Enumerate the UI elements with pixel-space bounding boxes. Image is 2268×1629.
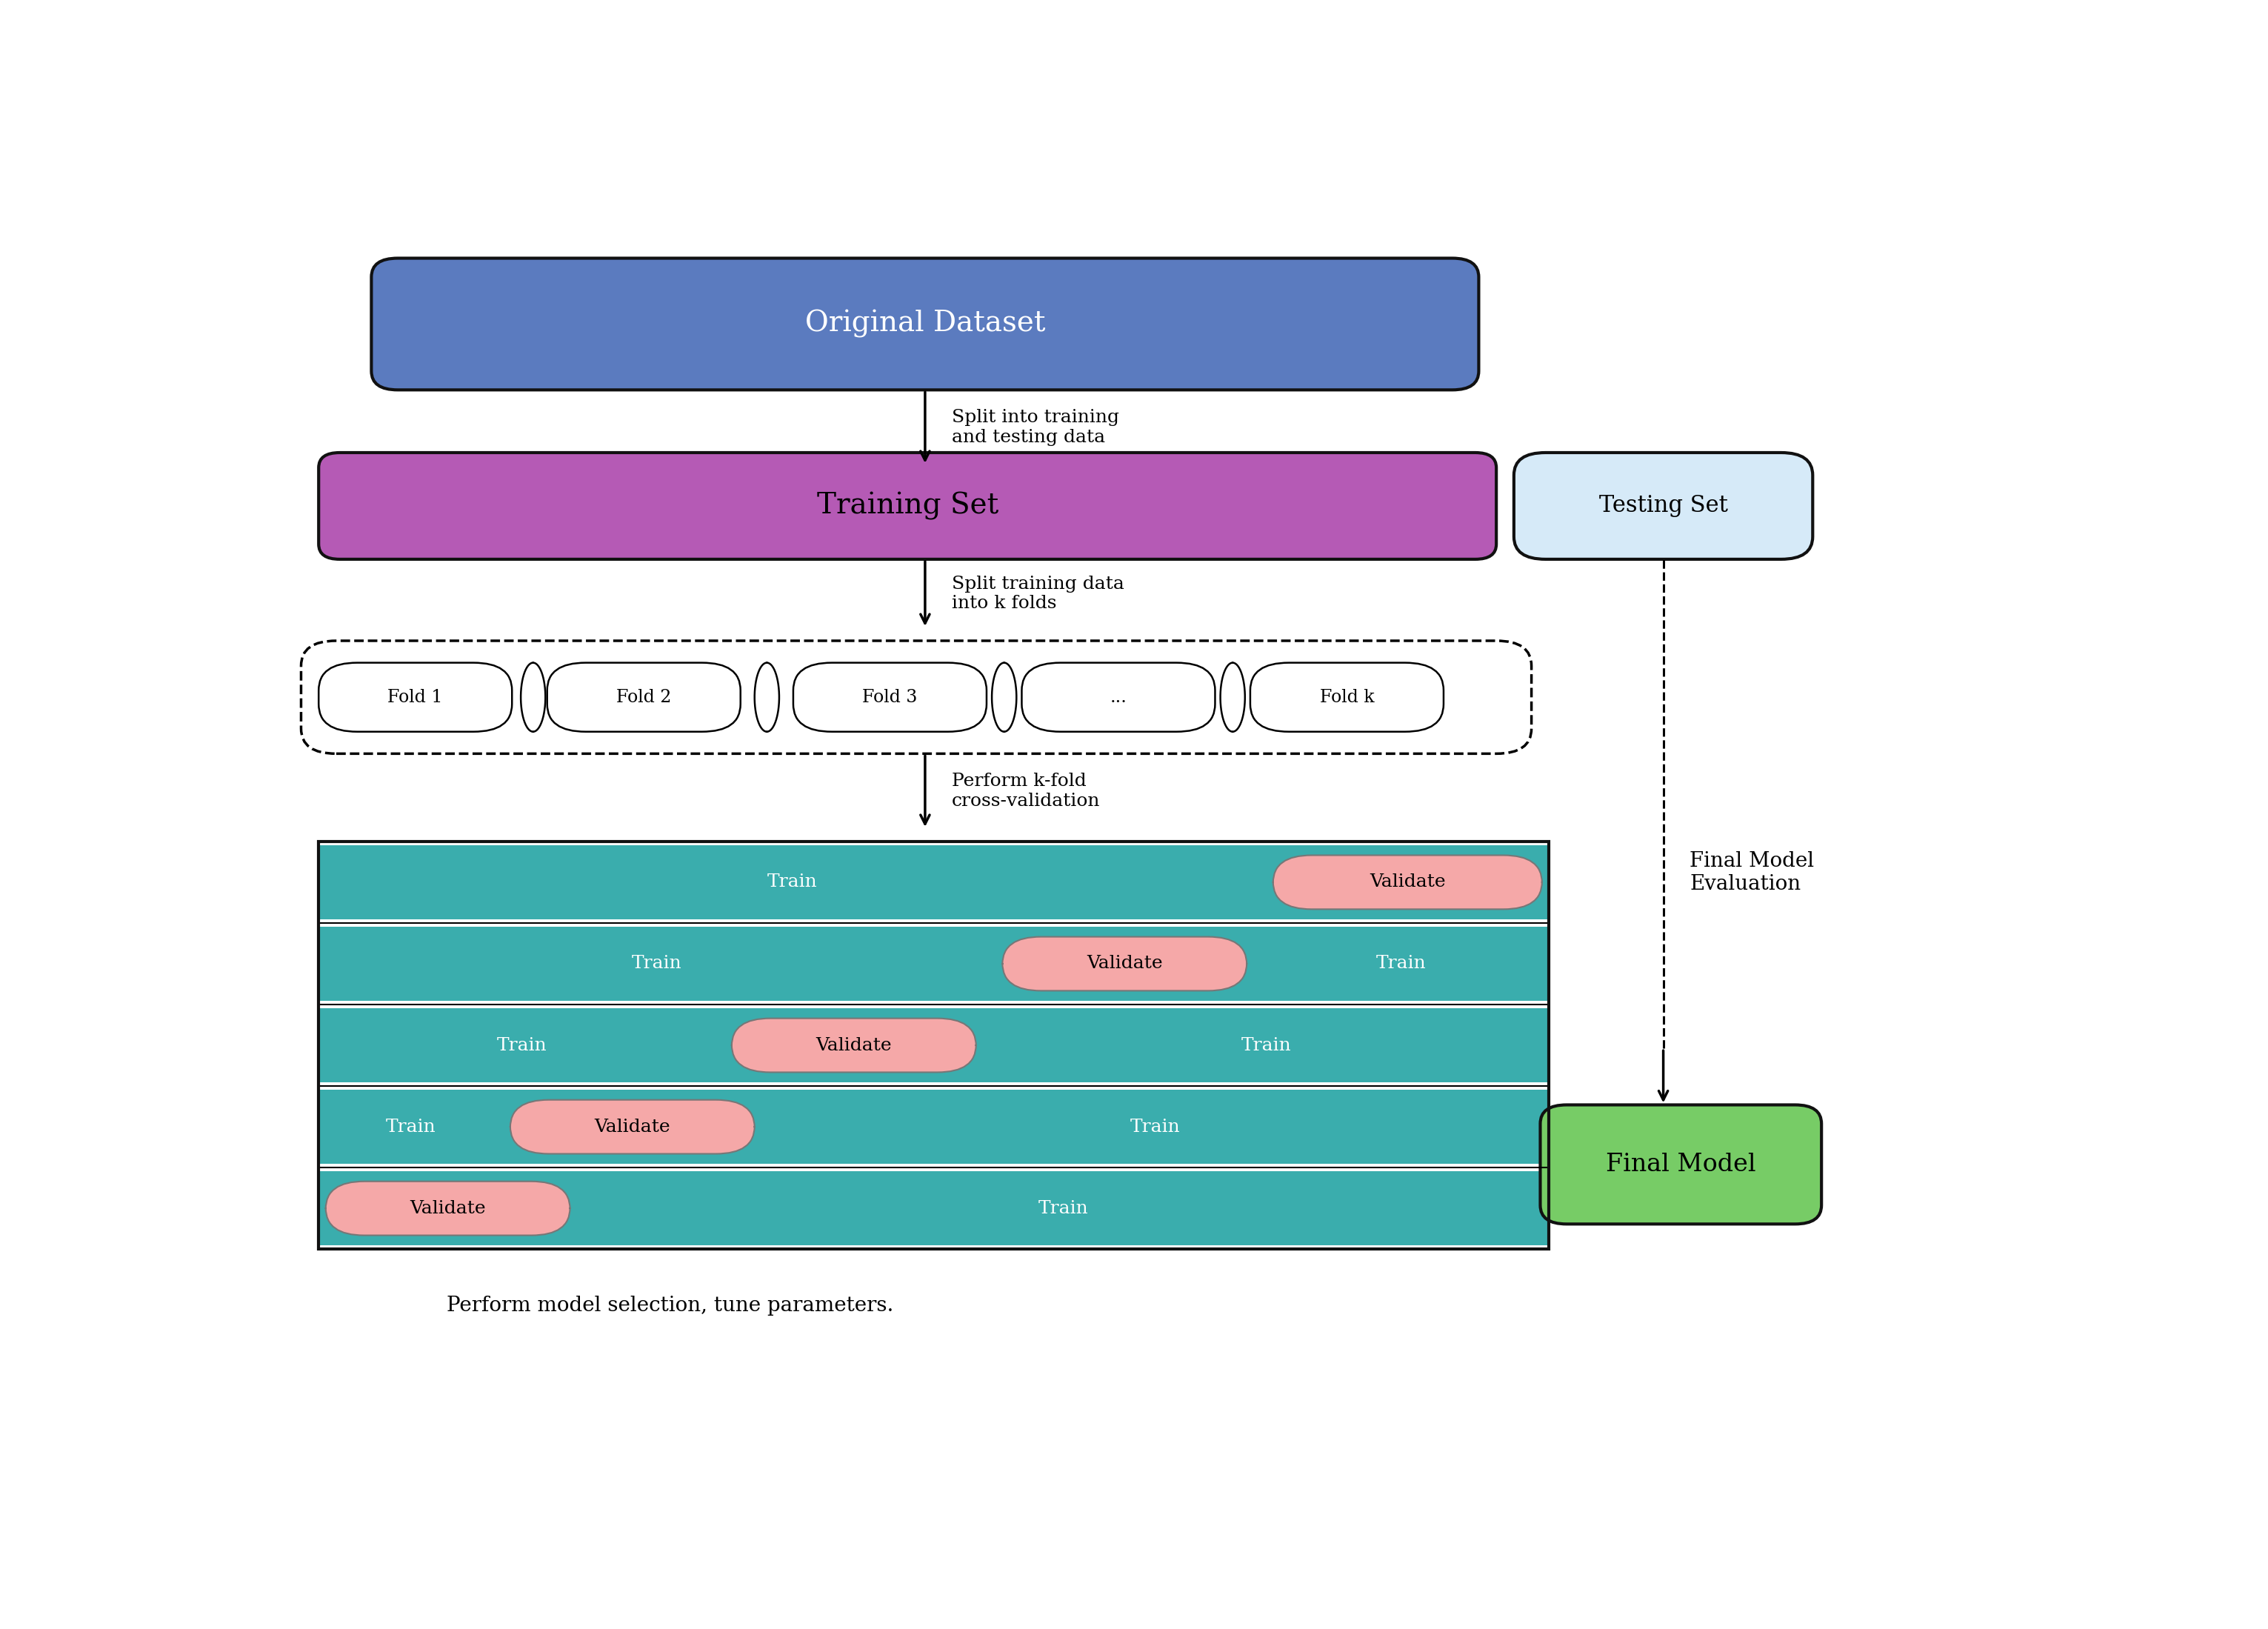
Text: Train: Train [633,955,683,973]
Text: Validate: Validate [411,1201,485,1217]
FancyBboxPatch shape [327,1181,569,1235]
Text: Validate: Validate [1086,955,1163,973]
Text: Split into training
and testing data: Split into training and testing data [953,409,1118,446]
Text: Fold 2: Fold 2 [617,689,671,705]
Text: Train: Train [1377,955,1427,973]
Text: Final Model: Final Model [1606,1153,1755,1176]
FancyBboxPatch shape [318,927,1549,1000]
Text: Fold 1: Fold 1 [388,689,442,705]
Text: Train: Train [1129,1117,1179,1135]
FancyBboxPatch shape [1272,855,1542,909]
Text: Train: Train [767,873,816,891]
Text: Fold 3: Fold 3 [862,689,919,705]
FancyBboxPatch shape [318,663,513,731]
Text: Training Set: Training Set [816,492,998,520]
Text: Train: Train [1241,1036,1290,1054]
Text: Train: Train [386,1117,435,1135]
FancyBboxPatch shape [1002,937,1247,990]
FancyBboxPatch shape [318,1090,1549,1163]
Text: Fold k: Fold k [1320,689,1374,705]
Text: Validate: Validate [816,1036,891,1054]
FancyBboxPatch shape [372,259,1479,389]
Text: Perform k-fold
cross-validation: Perform k-fold cross-validation [953,772,1100,810]
FancyBboxPatch shape [1250,663,1442,731]
FancyBboxPatch shape [1540,1104,1821,1223]
FancyBboxPatch shape [318,845,1549,919]
FancyBboxPatch shape [510,1100,755,1153]
Text: Split training data
into k folds: Split training data into k folds [953,575,1125,613]
Text: Testing Set: Testing Set [1599,495,1728,518]
FancyBboxPatch shape [1021,663,1216,731]
FancyBboxPatch shape [318,1008,1549,1082]
Text: Train: Train [497,1036,547,1054]
Text: ...: ... [1109,689,1127,705]
FancyBboxPatch shape [318,1171,1549,1245]
FancyBboxPatch shape [1515,453,1812,559]
Text: Validate: Validate [594,1117,671,1135]
Text: Validate: Validate [1370,873,1445,891]
FancyBboxPatch shape [318,453,1497,559]
Text: Final Model
Evaluation: Final Model Evaluation [1690,852,1814,894]
FancyBboxPatch shape [547,663,739,731]
Text: Train: Train [1039,1201,1089,1217]
Text: Original Dataset: Original Dataset [805,310,1046,339]
FancyBboxPatch shape [794,663,987,731]
Text: Perform model selection, tune parameters.: Perform model selection, tune parameters… [447,1295,894,1316]
FancyBboxPatch shape [733,1018,975,1072]
